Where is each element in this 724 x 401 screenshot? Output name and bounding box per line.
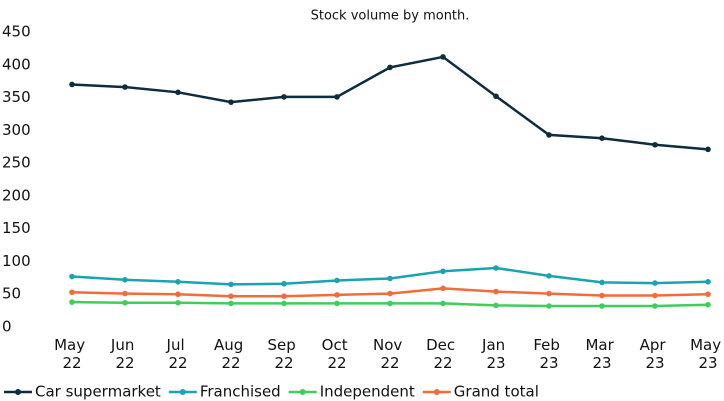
point: [599, 135, 605, 141]
point: [546, 303, 552, 309]
point: [493, 288, 499, 295]
point: [705, 301, 711, 308]
point: [440, 268, 446, 275]
x-tick-label: Mar 23: [585, 336, 618, 372]
x-tick-label: Jun 22: [110, 336, 139, 372]
point: [387, 64, 393, 71]
point: [69, 299, 75, 305]
point: [228, 281, 234, 288]
point: [493, 93, 499, 100]
point: [122, 277, 128, 283]
point: [440, 300, 446, 307]
point: [334, 277, 340, 284]
point: [652, 292, 658, 299]
legend-marker: [433, 389, 440, 395]
legend-label: Grand total: [454, 383, 539, 401]
y-tick-label: 400: [2, 55, 31, 73]
legend-marker: [15, 389, 21, 395]
point: [599, 279, 605, 286]
x-tick-label: Dec 22: [426, 336, 460, 372]
y-tick-label: 50: [2, 285, 21, 303]
y-tick-label: 450: [2, 23, 31, 41]
point: [599, 292, 605, 299]
x-tick-label: Feb 23: [533, 336, 564, 372]
x-tick-label: Apr 23: [640, 336, 671, 372]
point: [599, 303, 605, 309]
point: [652, 141, 658, 148]
y-tick-label: 350: [2, 88, 31, 106]
point: [334, 94, 340, 100]
point: [228, 300, 234, 307]
point: [69, 273, 75, 280]
x-tick-label: Sep 22: [267, 336, 300, 372]
point: [387, 290, 393, 297]
point: [493, 265, 499, 271]
y-tick-label: 250: [2, 154, 31, 172]
point: [281, 300, 287, 307]
point: [281, 280, 287, 287]
point: [175, 299, 181, 306]
legend-label: Franchised: [200, 383, 281, 401]
point: [122, 290, 128, 297]
y-tick-label: 300: [2, 121, 31, 139]
legend-marker: [299, 389, 306, 395]
x-tick-label: Nov 22: [373, 336, 407, 372]
legend-marker: [179, 389, 186, 395]
point: [652, 280, 658, 286]
x-tick-label: May 23: [690, 336, 724, 372]
point: [705, 291, 711, 298]
y-tick-label: 100: [2, 252, 31, 270]
legend-label: Car supermarket: [35, 383, 161, 401]
point: [228, 293, 234, 299]
x-tick-label: Jan 23: [481, 336, 510, 372]
point: [175, 89, 181, 96]
y-tick-label: 200: [2, 186, 31, 204]
x-tick-label: Jul 22: [166, 336, 190, 372]
point: [122, 84, 128, 90]
x-tick-label: Oct 22: [322, 336, 353, 372]
point: [334, 300, 340, 307]
series-line: [71, 55, 709, 151]
y-tick-label: 150: [2, 219, 31, 237]
point: [334, 292, 340, 298]
point: [281, 94, 287, 100]
chart-title: Stock volume by month.: [311, 9, 470, 24]
point: [69, 289, 75, 296]
point: [652, 303, 658, 309]
point: [122, 299, 128, 306]
point: [175, 291, 181, 298]
point: [546, 273, 552, 279]
point: [175, 278, 181, 285]
point: [705, 278, 711, 285]
legend-label: Independent: [320, 383, 415, 401]
point: [493, 302, 499, 309]
point: [387, 275, 393, 282]
point: [546, 290, 552, 297]
point: [440, 285, 446, 292]
point: [705, 146, 711, 153]
y-tick-label: 0: [2, 318, 12, 336]
point: [440, 54, 446, 60]
point: [228, 99, 234, 105]
point: [69, 81, 75, 88]
x-tick-label: May 22: [54, 336, 90, 372]
point: [546, 132, 552, 138]
point: [281, 293, 287, 299]
point: [387, 300, 393, 307]
x-tick-label: Aug 22: [214, 336, 248, 372]
